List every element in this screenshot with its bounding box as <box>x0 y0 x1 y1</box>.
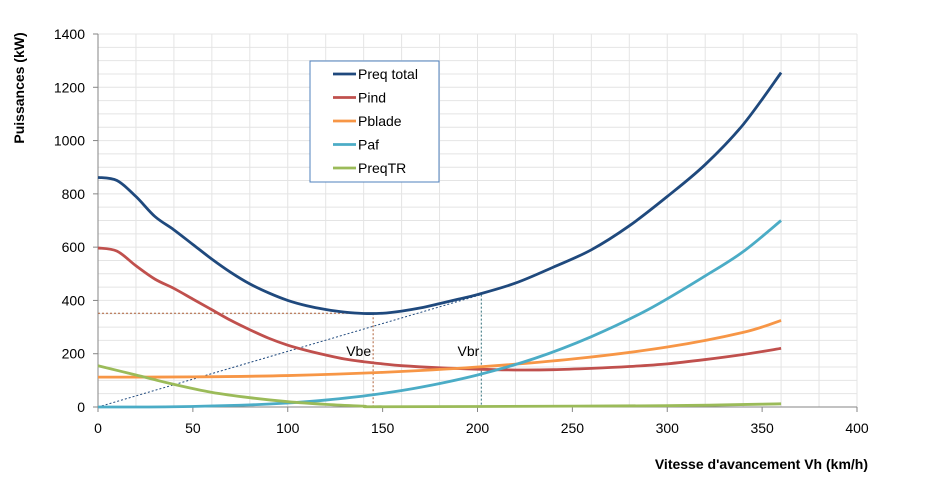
x-tick-label: 100 <box>276 420 300 436</box>
y-tick-label: 200 <box>62 346 86 362</box>
x-tick-label: 0 <box>94 420 102 436</box>
y-tick-label: 1400 <box>54 26 85 42</box>
tangent-line <box>97 294 482 408</box>
legend-entry: Preq total <box>358 66 418 82</box>
x-tick-label: 150 <box>371 420 395 436</box>
x-tick-label: 350 <box>750 420 774 436</box>
series-lines <box>97 71 783 409</box>
y-tick-label: 600 <box>62 239 86 255</box>
legend-entry: Pblade <box>358 113 402 129</box>
y-tick-label: 800 <box>62 186 86 202</box>
x-tick-label: 400 <box>845 420 869 436</box>
y-axis-label: Puissances (kW) <box>11 32 27 143</box>
x-tick-label: 300 <box>656 420 680 436</box>
series-line-pblade <box>97 319 782 379</box>
x-tick-label: 50 <box>185 420 201 436</box>
annotations: Vbe Vbr <box>97 294 482 408</box>
x-tick-label: 200 <box>466 420 490 436</box>
x-tick-label: 250 <box>561 420 585 436</box>
y-tick-label: 1200 <box>54 79 85 95</box>
legend: Preq total Pind Pblade Paf PreqTR <box>309 60 440 183</box>
annotation-label-vbr: Vbr <box>457 343 479 359</box>
legend-entry: Paf <box>358 137 379 153</box>
annotation-label-vbe: Vbe <box>346 343 371 359</box>
y-tick-label: 400 <box>62 292 86 308</box>
series-line-preqtr <box>97 364 782 409</box>
series-line-paf <box>97 219 782 409</box>
y-tick-label: 0 <box>77 399 85 415</box>
series-line-pind <box>97 246 782 372</box>
legend-entry: Pind <box>358 90 386 106</box>
legend-box <box>309 60 440 183</box>
y-tick-label: 1000 <box>54 133 85 149</box>
series-line-preq-total <box>97 71 783 315</box>
legend-entry: PreqTR <box>358 160 406 176</box>
x-axis-label: Vitesse d'avancement Vh (km/h) <box>655 456 868 472</box>
